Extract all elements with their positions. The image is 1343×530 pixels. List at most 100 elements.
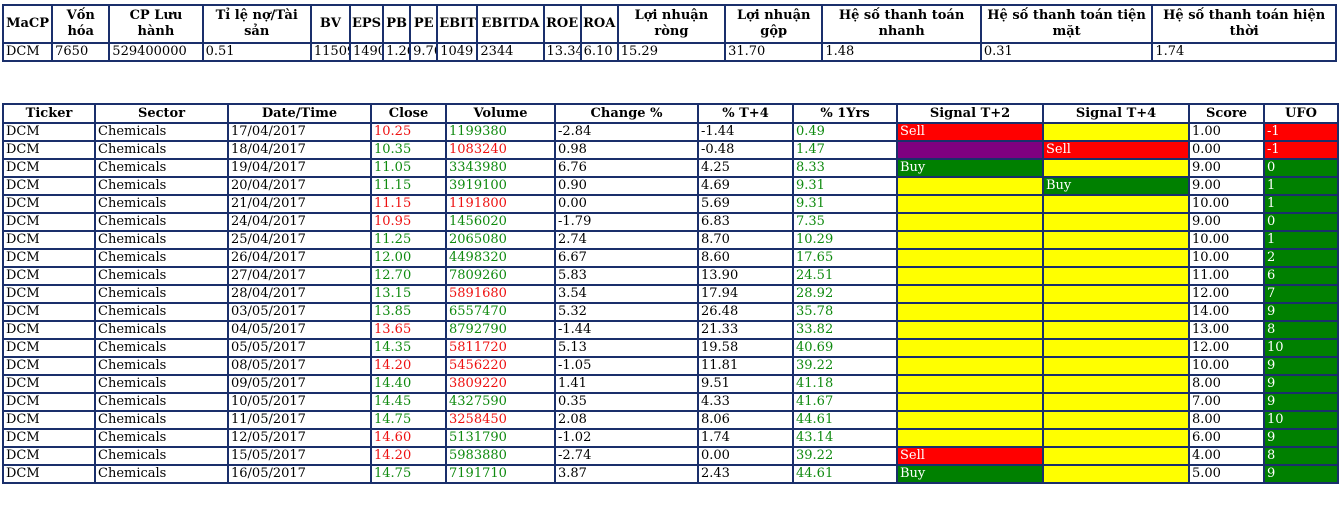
fundamentals-col-header: Tỉ lệ nợ/Tài sản — [201, 4, 312, 44]
change-cell: 5.13 — [554, 338, 699, 358]
score-cell: 14.00 — [1188, 302, 1265, 322]
score-cell: 0.00 — [1188, 140, 1265, 160]
year-change-cell: 41.18 — [792, 374, 898, 394]
year-change-cell: 17.65 — [792, 248, 898, 268]
score-cell: 7.00 — [1188, 392, 1265, 412]
signal-t4-cell — [1042, 446, 1190, 466]
ticker-cell: DCM — [2, 446, 96, 466]
date-cell: 09/05/2017 — [227, 374, 372, 394]
score-cell: 10.00 — [1188, 230, 1265, 250]
year-change-cell: 33.82 — [792, 320, 898, 340]
signal-t2-cell — [896, 248, 1044, 268]
ufo-cell: -1 — [1263, 122, 1339, 142]
ticker-cell: DCM — [2, 464, 96, 484]
signal-table-body: DCM Chemicals 17/04/2017 10.25 1199380 -2.84-… — [2, 122, 1339, 484]
change-cell: -1.79 — [554, 212, 699, 232]
signal-t2-cell — [896, 140, 1044, 160]
score-cell: 11.00 — [1188, 266, 1265, 286]
t4-cell: 8.70 — [697, 230, 794, 250]
table-row: DCM Chemicals 21/04/2017 11.15 1191800 0.00 5.… — [2, 194, 1339, 214]
fundamentals-col-header: Vốn hóa — [51, 4, 111, 44]
year-change-cell: 44.61 — [792, 464, 898, 484]
sector-cell: Chemicals — [94, 266, 229, 286]
close-cell: 13.85 — [370, 302, 447, 322]
close-cell: 11.15 — [370, 176, 447, 196]
date-cell: 20/04/2017 — [227, 176, 372, 196]
fundamentals-col-header: CP Lưu hành — [108, 4, 204, 44]
signal-col-header: UFO — [1263, 103, 1339, 124]
date-cell: 19/04/2017 — [227, 158, 372, 178]
volume-cell: 3343980 — [445, 158, 556, 178]
ufo-cell: 0 — [1263, 212, 1339, 232]
fundamentals-value-cell: DCM — [1, 42, 54, 62]
ufo-cell: 1 — [1263, 176, 1339, 196]
year-change-cell: 7.35 — [792, 212, 898, 232]
signal-t2-cell — [896, 266, 1044, 286]
year-change-cell: 41.67 — [792, 392, 898, 412]
volume-cell: 1083240 — [445, 140, 556, 160]
table-row: DCM Chemicals 19/04/2017 11.05 3343980 6.76 4.… — [2, 158, 1339, 178]
close-cell: 14.45 — [370, 392, 447, 412]
t4-cell: 0.00 — [697, 446, 794, 466]
year-change-cell: 24.51 — [792, 266, 898, 286]
year-change-cell: 9.31 — [792, 176, 898, 196]
change-cell: -2.84 — [554, 122, 699, 142]
close-cell: 12.70 — [370, 266, 447, 286]
volume-cell: 1191800 — [445, 194, 556, 214]
score-cell: 8.00 — [1188, 374, 1265, 394]
change-cell: 3.54 — [554, 284, 699, 304]
fundamentals-value-cell: 1.74 — [1151, 42, 1337, 62]
volume-cell: 5891680 — [445, 284, 556, 304]
signal-t2-cell: Sell — [896, 446, 1044, 466]
fundamentals-value-cell: 6.10 — [579, 42, 619, 62]
signal-t2-cell — [896, 230, 1044, 250]
fundamentals-col-header: ROA — [579, 4, 619, 44]
fundamentals-value-cell: 1049 — [436, 42, 479, 62]
t4-cell: 17.94 — [697, 284, 794, 304]
score-cell: 10.00 — [1188, 356, 1265, 376]
year-change-cell: 8.33 — [792, 158, 898, 178]
table-row: DCM Chemicals 10/05/2017 14.45 4327590 0.35 4.… — [2, 392, 1339, 412]
signal-t4-cell — [1042, 302, 1190, 322]
ticker-cell: DCM — [2, 356, 96, 376]
table-row: DCM Chemicals 05/05/2017 14.35 5811720 5.13 19… — [2, 338, 1339, 358]
volume-cell: 3258450 — [445, 410, 556, 430]
date-cell: 21/04/2017 — [227, 194, 372, 214]
change-cell: 6.67 — [554, 248, 699, 268]
fundamentals-col-header: PB — [382, 4, 412, 44]
fundamentals-col-header: BV — [309, 4, 351, 44]
ticker-cell: DCM — [2, 392, 96, 412]
close-cell: 14.40 — [370, 374, 447, 394]
date-cell: 12/05/2017 — [227, 428, 372, 448]
fundamentals-value-cell: 9.70 — [409, 42, 439, 62]
signal-t2-cell: Buy — [896, 158, 1044, 178]
signal-t4-cell — [1042, 266, 1190, 286]
table-row: DCM Chemicals 03/05/2017 13.85 6557470 5.32 26… — [2, 302, 1339, 322]
table-row: DCM Chemicals 26/04/2017 12.00 4498320 6.67 8.… — [2, 248, 1339, 268]
close-cell: 14.75 — [370, 464, 447, 484]
signal-t2-cell — [896, 302, 1044, 322]
signal-t4-cell — [1042, 284, 1190, 304]
t4-cell: 1.74 — [697, 428, 794, 448]
t4-cell: 8.60 — [697, 248, 794, 268]
volume-cell: 7809260 — [445, 266, 556, 286]
close-cell: 13.65 — [370, 320, 447, 340]
ufo-cell: 9 — [1263, 356, 1339, 376]
change-cell: 5.32 — [554, 302, 699, 322]
fundamentals-value-cell: 0.51 — [201, 42, 312, 62]
signal-t2-cell — [896, 356, 1044, 376]
volume-cell: 5811720 — [445, 338, 556, 358]
change-cell: 2.08 — [554, 410, 699, 430]
fundamentals-col-header: Lợi nhuận ròng — [616, 4, 727, 44]
date-cell: 15/05/2017 — [227, 446, 372, 466]
signal-t4-cell — [1042, 212, 1190, 232]
ticker-cell: DCM — [2, 122, 96, 142]
fundamentals-table: MaCP Vốn hóa CP Lưu hành Tỉ lệ nợ/Tài sản BV… — [1, 4, 1337, 62]
ticker-cell: DCM — [2, 212, 96, 232]
sector-cell: Chemicals — [94, 140, 229, 160]
date-cell: 04/05/2017 — [227, 320, 372, 340]
ufo-cell: 7 — [1263, 284, 1339, 304]
volume-cell: 1199380 — [445, 122, 556, 142]
ufo-cell: -1 — [1263, 140, 1339, 160]
t4-cell: -1.44 — [697, 122, 794, 142]
